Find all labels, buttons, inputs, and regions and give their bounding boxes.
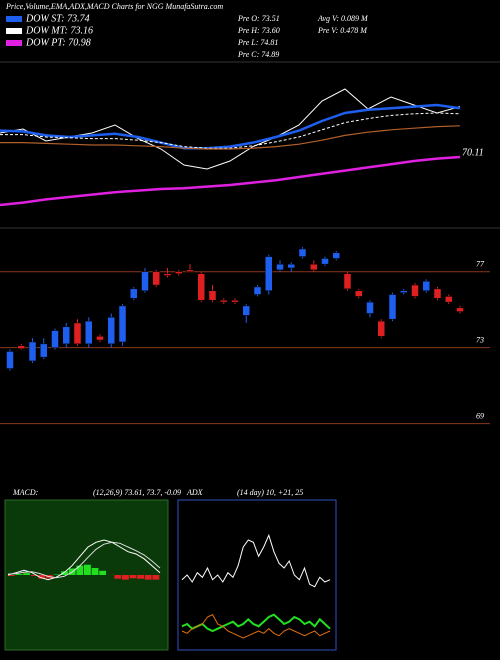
y-tick-label: 77	[476, 260, 485, 269]
series-line	[0, 155, 461, 207]
candle-body	[208, 290, 217, 301]
histogram-bar	[152, 575, 160, 580]
candle-body	[186, 269, 194, 273]
legend-label: DOW ST: 73.74	[25, 13, 90, 24]
series-line	[0, 112, 461, 149]
histogram-bar	[114, 575, 122, 579]
candle-body	[51, 330, 59, 348]
candle-body	[400, 290, 408, 293]
series-line	[7, 541, 161, 579]
candle-body	[197, 273, 205, 301]
candle-body	[73, 322, 82, 345]
candle-body	[220, 299, 228, 303]
histogram-bar	[122, 575, 129, 580]
series-line	[181, 533, 331, 588]
panel-subtitle: (14 day) 10, +21, 25	[237, 488, 303, 497]
legend-label: DOW PT: 70.98	[25, 37, 91, 48]
candle-body	[388, 294, 397, 320]
candle-body	[96, 336, 104, 341]
candle-body	[456, 307, 464, 312]
panel-subtitle: (12,26,9) 73.61, 73.7, -0.09	[93, 488, 181, 497]
candle-body	[433, 288, 442, 299]
candle-body	[366, 301, 374, 314]
panel-title: ADX	[186, 488, 204, 497]
legend-swatch	[6, 40, 22, 46]
histogram-bar	[99, 570, 107, 575]
histogram-bar	[76, 565, 84, 575]
legend-swatch	[6, 28, 22, 34]
series-line	[181, 613, 331, 633]
panel-title: MACD:	[12, 488, 39, 497]
y-tick-label: 69	[476, 411, 484, 420]
candle-body	[355, 290, 363, 297]
candle-body	[276, 263, 284, 271]
candle-body	[17, 345, 25, 349]
page-title: Price,Volume,EMA,ADX,MACD Charts for NGG…	[5, 2, 223, 11]
histogram-bar	[30, 575, 38, 576]
histogram-bar	[84, 564, 91, 575]
candle-body	[6, 351, 14, 369]
candle-body	[265, 256, 273, 291]
y-tick-label: 73	[476, 335, 484, 344]
candle-body	[321, 258, 329, 265]
candle-body	[85, 320, 93, 345]
candle-body	[343, 273, 352, 290]
series-line	[0, 125, 461, 150]
histogram-bar	[15, 574, 23, 575]
adx-panel	[177, 499, 337, 651]
histogram-bar	[38, 575, 46, 579]
legend-label: DOW MT: 73.16	[25, 25, 93, 36]
candle-body	[152, 271, 160, 286]
histogram-bar	[137, 575, 145, 579]
legend-swatch	[6, 16, 22, 22]
histogram-bar	[144, 575, 152, 580]
histogram-bar	[8, 575, 15, 576]
annotation: 70.11	[462, 147, 484, 158]
stat-label: Avg V: 0.089 M	[317, 14, 369, 23]
candle-body	[422, 280, 430, 291]
candle-body	[163, 273, 172, 276]
stat-label: Pre V: 0.478 M	[317, 26, 368, 35]
candle-body	[287, 263, 295, 269]
candle-body	[411, 284, 419, 297]
candle-body	[141, 271, 149, 291]
series-line	[181, 614, 331, 639]
stat-label: Pre O: 73.51	[237, 14, 280, 23]
histogram-bar	[23, 573, 31, 575]
candle-body	[107, 317, 115, 345]
candle-body	[130, 288, 138, 299]
histogram-bar	[91, 568, 99, 575]
candle-body	[310, 263, 318, 271]
stat-label: Pre C: 74.89	[237, 50, 279, 59]
stat-label: Pre H: 73.60	[237, 26, 280, 35]
series-line	[0, 103, 461, 150]
candle-body	[28, 341, 37, 362]
histogram-bar	[129, 575, 137, 579]
candle-body	[298, 248, 307, 257]
candle-body	[40, 343, 48, 358]
candle-body	[118, 305, 127, 343]
candle-body	[62, 326, 70, 345]
candle-body	[332, 252, 340, 259]
series-line	[7, 539, 161, 581]
candle-body	[231, 299, 239, 303]
candle-body	[175, 271, 183, 274]
histogram-bar	[61, 571, 69, 575]
candle-body	[377, 320, 385, 337]
candle-body	[253, 286, 262, 295]
stat-label: Pre L: 74.81	[237, 38, 278, 47]
candle-body	[242, 305, 250, 316]
candle-body	[445, 296, 453, 303]
